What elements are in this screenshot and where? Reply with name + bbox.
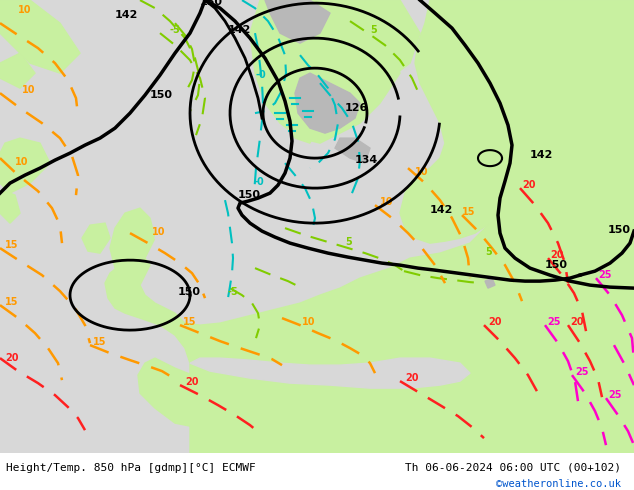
Text: 10: 10 <box>380 197 394 207</box>
Polygon shape <box>485 278 495 288</box>
Text: 5: 5 <box>345 237 352 247</box>
Text: 10: 10 <box>302 317 316 327</box>
Polygon shape <box>285 113 315 143</box>
Text: 150: 150 <box>178 287 201 297</box>
Polygon shape <box>335 138 370 163</box>
Text: 150: 150 <box>608 225 631 235</box>
Polygon shape <box>155 158 265 258</box>
Polygon shape <box>105 143 634 453</box>
Text: 15: 15 <box>183 317 197 327</box>
Text: ©weatheronline.co.uk: ©weatheronline.co.uk <box>496 479 621 489</box>
Text: 126: 126 <box>345 103 368 113</box>
Polygon shape <box>265 0 330 43</box>
Polygon shape <box>0 138 50 193</box>
Text: -5: -5 <box>227 287 238 297</box>
Text: 15: 15 <box>5 240 18 250</box>
Polygon shape <box>250 0 400 143</box>
Text: 150: 150 <box>545 260 568 270</box>
Text: 10: 10 <box>22 85 36 95</box>
Text: -0: -0 <box>256 70 267 80</box>
Polygon shape <box>82 223 110 253</box>
Text: 20: 20 <box>550 250 564 260</box>
Text: 5: 5 <box>370 25 377 35</box>
Text: 25: 25 <box>598 270 612 280</box>
Text: 150: 150 <box>200 0 223 7</box>
Text: 150: 150 <box>150 90 173 100</box>
Text: Height/Temp. 850 hPa [gdmp][°C] ECMWF: Height/Temp. 850 hPa [gdmp][°C] ECMWF <box>6 463 256 473</box>
Text: 20: 20 <box>522 180 536 190</box>
Text: 20: 20 <box>405 373 418 383</box>
Text: 142: 142 <box>430 205 453 215</box>
Text: 5: 5 <box>485 247 492 257</box>
Text: 10: 10 <box>152 227 165 237</box>
Polygon shape <box>190 358 470 388</box>
Polygon shape <box>0 191 20 223</box>
Text: 20: 20 <box>570 317 583 327</box>
Text: 15: 15 <box>93 337 107 347</box>
Polygon shape <box>0 53 35 88</box>
Text: 25: 25 <box>547 317 560 327</box>
Text: -0: -0 <box>254 177 265 187</box>
Text: 20: 20 <box>185 377 198 387</box>
Text: 15: 15 <box>5 297 18 307</box>
Polygon shape <box>295 73 360 133</box>
Text: Th 06-06-2024 06:00 UTC (00+102): Th 06-06-2024 06:00 UTC (00+102) <box>405 463 621 473</box>
Text: 10: 10 <box>15 157 29 167</box>
Text: 10: 10 <box>18 5 32 15</box>
Polygon shape <box>400 0 634 243</box>
Polygon shape <box>0 0 80 73</box>
Text: 20: 20 <box>5 353 18 363</box>
Text: 142: 142 <box>115 10 138 20</box>
Text: 134: 134 <box>355 155 378 165</box>
Text: 150: 150 <box>238 190 261 200</box>
Polygon shape <box>110 208 155 283</box>
Polygon shape <box>330 0 420 78</box>
Polygon shape <box>0 0 634 453</box>
Text: 25: 25 <box>575 367 588 377</box>
Text: 15: 15 <box>462 207 476 217</box>
Text: 142: 142 <box>530 150 553 160</box>
Text: 20: 20 <box>488 317 501 327</box>
Polygon shape <box>138 358 260 428</box>
Text: 10: 10 <box>415 167 429 177</box>
Text: 142: 142 <box>228 25 251 35</box>
Text: -5: -5 <box>170 25 181 35</box>
Text: 25: 25 <box>608 390 621 400</box>
